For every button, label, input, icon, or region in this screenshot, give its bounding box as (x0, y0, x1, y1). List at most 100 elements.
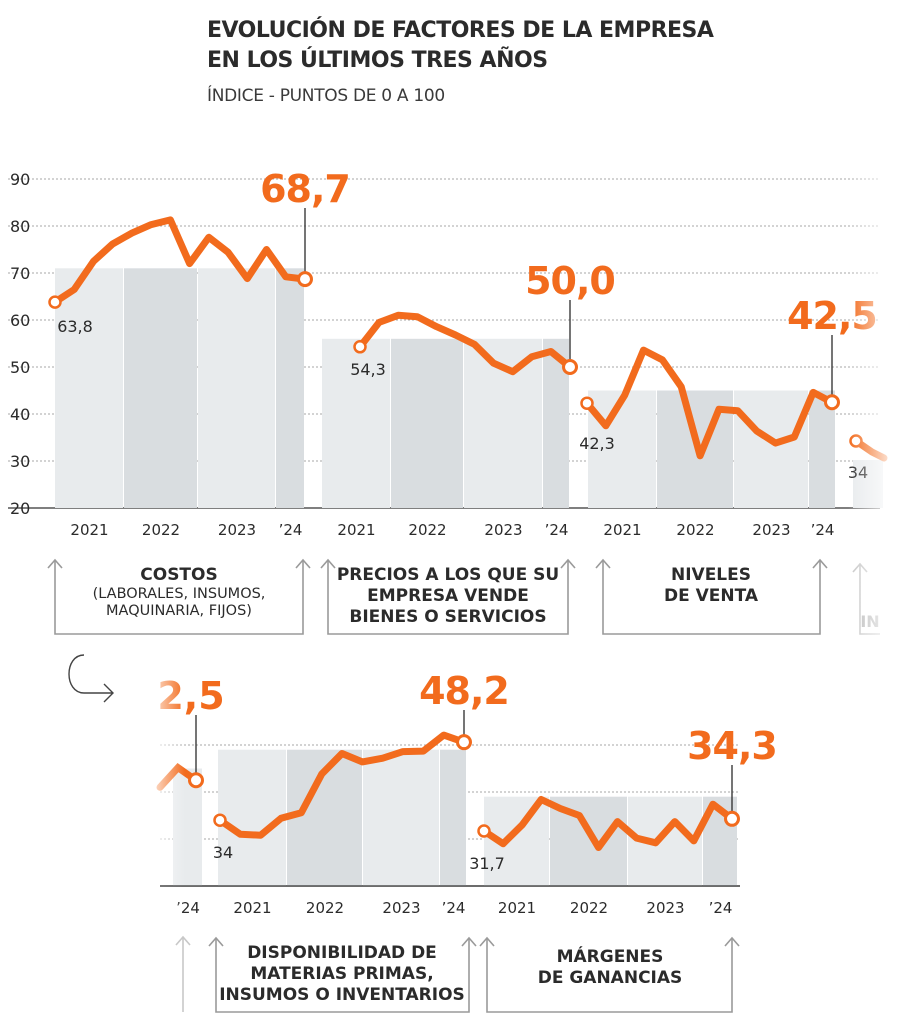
y-tick-label-20: 20 (10, 499, 30, 518)
bracket-arrow-icon-materias-0 (208, 936, 224, 947)
year-label-ventas-1: 2022 (676, 521, 714, 539)
bracket-arrow-icon-ventas-1 (812, 558, 828, 569)
end-point-materias (456, 734, 472, 751)
bracket-costos: COSTOS(LABORALES, INSUMOS, MAQUINARIA, FI… (47, 558, 311, 635)
year-label-margenes-2: 2023 (646, 899, 684, 917)
series-name-ventas-line-0: NIVELES (671, 565, 751, 585)
series-name-precios-line-2: BIENES O SERVICIOS (349, 607, 546, 627)
bracket-materias: DISPONIBILIDAD DE MATERIAS PRIMAS, INSUMOS… (208, 936, 477, 1013)
series-name-materias-line-0: DISPONIBILIDAD DE (247, 943, 437, 963)
year-band-materias-2 (363, 749, 439, 886)
start-label-margenes: 31,7 (469, 854, 505, 873)
chart-title-line-2: EN LOS ÚLTIMOS TRES AÑOS (207, 48, 548, 73)
year-band-ventas-0 (588, 390, 656, 508)
year-label-precios-2: 2023 (484, 521, 522, 539)
year-band-precios-0 (322, 338, 390, 508)
year-label-precios-1: 2022 (408, 521, 446, 539)
end-point-costos (297, 271, 313, 288)
year-label-ventas-2: 2023 (752, 521, 790, 539)
year-label-costos-2: 2023 (218, 521, 256, 539)
series-subtitle-costos-line-0: (LABORALES, INSUMOS, (93, 586, 266, 602)
y-tick-label-30: 30 (10, 452, 30, 471)
bracket-arrow-icon-margenes-0 (479, 936, 495, 947)
bracket-arrow-icon-margenes-1 (724, 936, 740, 947)
partial-fade-left (150, 660, 185, 930)
bracket-arrow-icon-precios-0 (320, 558, 336, 569)
chart-subtitle: ÍNDICE - PUNTOS DE 0 A 100 (207, 86, 445, 106)
series-line-precios (356, 311, 574, 376)
year-label-costos-1: 2022 (142, 521, 180, 539)
series-name-margenes: MÁRGENES DE GANANCIAS (538, 945, 683, 988)
series-name-precios-line-0: PRECIOS A LOS QUE SU (337, 565, 559, 585)
series-name-ventas: NIVELES DE VENTA (664, 565, 759, 606)
year-label-materias-1: 2022 (306, 899, 344, 917)
series-subtitle-costos: (LABORALES, INSUMOS, MAQUINARIA, FIJOS) (93, 586, 266, 619)
series-name-materias: DISPONIBILIDAD DE MATERIAS PRIMAS, INSUMOS… (219, 943, 465, 1005)
end-value-label-materias: 48,2 (419, 669, 509, 713)
bracket-margenes: MÁRGENES DE GANANCIAS (479, 936, 740, 1013)
end-value-label-margenes: 34,3 (687, 724, 777, 768)
year-band-materias-0 (218, 749, 286, 886)
year-label-costos-3: ’24 (279, 521, 303, 539)
y-tick-label-90: 90 (10, 170, 30, 189)
bracket-partial-left (175, 935, 191, 1012)
year-band-ventas-2 (734, 390, 808, 508)
end-point-ventas (824, 394, 840, 411)
start-point-margenes (477, 824, 491, 838)
start-label-materias: 34 (213, 843, 233, 862)
bracket-arrow-icon-ventas-0 (595, 558, 611, 569)
series-name-materias-line-1: MATERIAS PRIMAS, (250, 964, 433, 984)
start-point-precios (353, 340, 367, 354)
series-name-costos: COSTOS (140, 565, 217, 585)
series-panel-precios: 2021 2022 2023 ’24 54,3 50,0 (322, 259, 616, 539)
chart-title-line-1: EVOLUCIÓN DE FACTORES DE LA EMPRESA (207, 18, 714, 43)
continuation-arrow-icon (68, 654, 114, 703)
year-label-materias-2: 2023 (382, 899, 420, 917)
bracket-arrow-icon-costos-1 (295, 558, 311, 569)
partial-panel-left: 2,5’24 (150, 660, 225, 930)
series-panel-margenes: 2021 2022 2023 ’24 31,7 34,3 (469, 724, 778, 917)
year-band-materias-3 (440, 749, 466, 886)
bracket-precios: PRECIOS A LOS QUE SU EMPRESA VENDE BIENES … (320, 558, 576, 635)
series-panel-materias: 2021 2022 2023 ’24 34 48,2 (213, 669, 510, 917)
year-label-margenes-1: 2022 (570, 899, 608, 917)
bottom-grid-anchor (160, 0, 161, 1)
year-label-materias-0: 2021 (233, 899, 271, 917)
bracket-arrow-icon-materias-1 (461, 936, 477, 947)
bracket-frame-precios (327, 560, 569, 635)
series-name-precios: PRECIOS A LOS QUE SU EMPRESA VENDE BIENES … (337, 565, 559, 627)
start-label-costos: 63,8 (57, 317, 93, 336)
series-subtitle-costos-line-1: MAQUINARIA, FIJOS) (106, 603, 252, 619)
start-point-ventas (580, 396, 594, 410)
series-line-costos (51, 216, 309, 306)
partial-fade-right (848, 150, 900, 650)
year-band-costos-2 (198, 268, 275, 508)
year-label-precios-3: ’24 (545, 521, 569, 539)
series-name-margenes-line-1: DE GANANCIAS (538, 968, 683, 988)
end-value-label-precios: 50,0 (525, 259, 615, 303)
start-point-costos (48, 295, 62, 309)
year-band-precios-1 (391, 338, 463, 508)
year-label-margenes-0: 2021 (498, 899, 536, 917)
start-label-precios: 54,3 (350, 360, 386, 379)
end-value-label-costos: 68,7 (260, 167, 350, 211)
bracket-frame-costos (54, 560, 304, 635)
year-label-margenes-3: ’24 (709, 899, 733, 917)
year-label-materias-3: ’24 (442, 899, 466, 917)
year-band-costos-1 (124, 268, 197, 508)
end-point-margenes (724, 810, 740, 827)
y-tick-label-60: 60 (10, 311, 30, 330)
series-name-precios-line-1: EMPRESA VENDE (367, 586, 529, 606)
series-name-materias-line-2: INSUMOS O INVENTARIOS (219, 985, 465, 1005)
year-label-ventas-0: 2021 (603, 521, 641, 539)
year-label-precios-0: 2021 (337, 521, 375, 539)
bracket-arrow-icon-costos-0 (47, 558, 63, 569)
y-tick-label-50: 50 (10, 358, 30, 377)
chart-title-block: EVOLUCIÓN DE FACTORES DE LA EMPRESA EN L… (207, 16, 714, 106)
start-label-ventas: 42,3 (579, 434, 615, 453)
year-band-costos-0 (55, 268, 123, 508)
bracket-frame-ventas (602, 560, 821, 635)
series-name-ventas-line-1: DE VENTA (664, 586, 759, 606)
series-line-ventas (583, 346, 836, 460)
